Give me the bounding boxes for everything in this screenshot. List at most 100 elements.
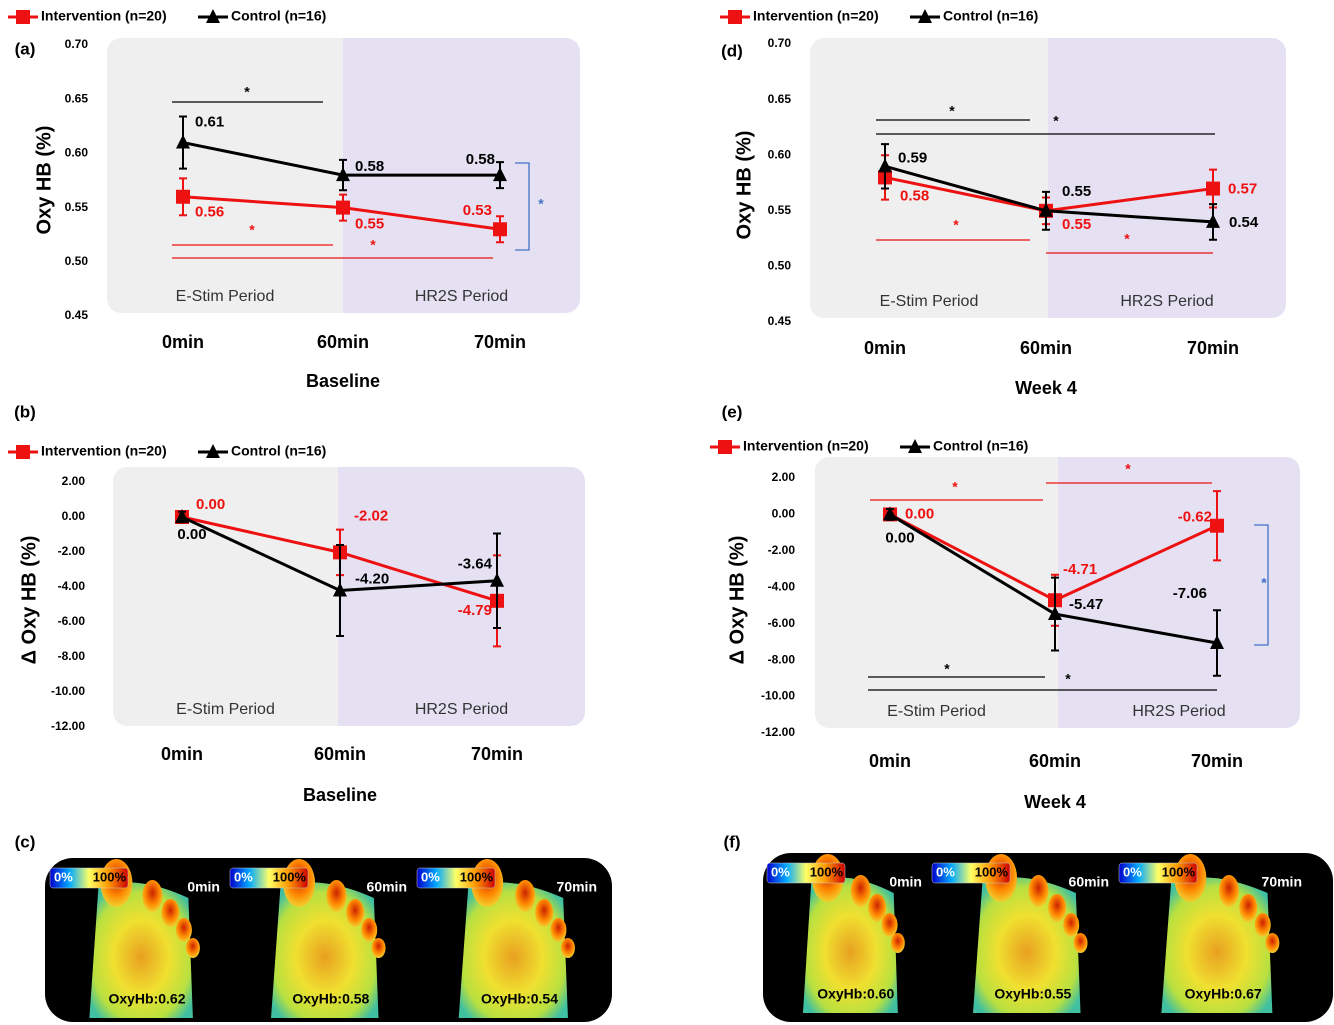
y-tick-label: -2.00 xyxy=(58,544,86,558)
x-tick-label: 60min xyxy=(1029,751,1081,771)
significance-star: * xyxy=(1124,231,1130,247)
y-tick-label: -12.00 xyxy=(51,719,85,733)
legend-marker xyxy=(718,440,732,454)
data-label: 0.59 xyxy=(898,149,927,166)
y-tick-label: 0.45 xyxy=(65,308,89,322)
legend-marker xyxy=(16,10,30,24)
legend-label: Control (n=16) xyxy=(231,8,326,24)
period-shade xyxy=(1048,38,1286,318)
y-tick-label: -10.00 xyxy=(761,689,795,703)
foot-toe xyxy=(161,899,179,927)
foot-toe xyxy=(1028,875,1048,907)
y-tick-label: 0.55 xyxy=(65,200,89,214)
data-label: 0.55 xyxy=(355,216,384,233)
scale-min: 0% xyxy=(234,869,253,884)
y-axis-title: Δ Oxy HB (%) xyxy=(726,536,748,665)
foot-toe xyxy=(372,938,386,958)
data-label: 0.58 xyxy=(900,187,929,204)
y-axis-title: Oxy HB (%) xyxy=(33,126,55,235)
scale-min: 0% xyxy=(936,864,955,879)
period-label: HR2S Period xyxy=(415,288,508,305)
x-tick-label: 60min xyxy=(1020,338,1072,358)
y-tick-label: 0.45 xyxy=(768,314,792,328)
x-tick-label: 0min xyxy=(864,338,906,358)
foot-toe xyxy=(882,913,898,937)
panel-label: (e) xyxy=(722,402,743,421)
legend-label: Intervention (n=20) xyxy=(41,443,167,459)
period-label: HR2S Period xyxy=(1132,703,1225,720)
data-label: 0.56 xyxy=(195,204,224,221)
data-label: 0.55 xyxy=(1062,183,1091,200)
panel-label: (c) xyxy=(15,832,36,851)
y-tick-label: 2.00 xyxy=(62,474,86,488)
y-tick-label: -6.00 xyxy=(58,614,86,628)
period-shade xyxy=(1048,38,1062,318)
data-label: 0.00 xyxy=(177,526,206,543)
period-label: HR2S Period xyxy=(415,701,508,718)
x-tick-label: 70min xyxy=(1187,338,1239,358)
foot-toe xyxy=(186,938,200,958)
y-tick-label: -4.00 xyxy=(768,579,796,593)
period-label: E-Stim Period xyxy=(176,701,275,718)
x-tick-label: 70min xyxy=(474,332,526,352)
foot-toe xyxy=(851,875,871,907)
foot-toe xyxy=(535,899,553,927)
period-label: HR2S Period xyxy=(1120,293,1213,310)
time-label: 0min xyxy=(889,874,922,890)
data-label: 0.00 xyxy=(196,496,225,513)
foot-toe xyxy=(550,918,566,942)
period-shade xyxy=(1034,38,1048,318)
foot-toe xyxy=(346,899,364,927)
data-label: 0.58 xyxy=(466,151,495,168)
x-tick-label: 0min xyxy=(161,744,203,764)
data-label: 0.58 xyxy=(355,158,384,175)
data-label: -4.71 xyxy=(1063,561,1097,578)
marker-square xyxy=(1210,519,1224,533)
x-axis-title: Week 4 xyxy=(1015,378,1077,398)
foot-toe xyxy=(1239,894,1257,922)
scale-min: 0% xyxy=(1123,864,1142,879)
significance-star: * xyxy=(944,661,950,677)
x-tick-label: 60min xyxy=(314,744,366,764)
foot-toe xyxy=(1063,913,1079,937)
data-label: -0.62 xyxy=(1178,509,1212,526)
significance-star: * xyxy=(953,217,959,233)
y-tick-label: 0.00 xyxy=(62,509,86,523)
y-tick-label: -12.00 xyxy=(761,725,795,739)
significance-star: * xyxy=(1053,113,1059,129)
scale-min: 0% xyxy=(54,869,73,884)
oxyhb-reading: OxyHb:0.62 xyxy=(108,991,185,1007)
oxyhb-reading: OxyHb:0.55 xyxy=(994,986,1071,1002)
oxyhb-reading: OxyHb:0.67 xyxy=(1185,986,1262,1002)
time-label: 60min xyxy=(1069,874,1109,890)
legend-label: Intervention (n=20) xyxy=(41,8,167,24)
foot-toe xyxy=(1048,894,1066,922)
data-label: -4.20 xyxy=(355,570,389,587)
y-tick-label: 0.00 xyxy=(772,507,796,521)
x-axis-title: Week 4 xyxy=(1024,792,1086,812)
significance-star: * xyxy=(249,222,255,238)
oxyhb-reading: OxyHb:0.54 xyxy=(481,991,558,1007)
scale-max: 100% xyxy=(810,864,844,879)
x-tick-label: 0min xyxy=(869,751,911,771)
panel-label: (f) xyxy=(724,832,741,851)
legend-label: Control (n=16) xyxy=(231,443,326,459)
significance-star: * xyxy=(370,237,376,253)
y-axis-title: Oxy HB (%) xyxy=(733,131,755,240)
y-tick-label: 0.50 xyxy=(65,254,89,268)
marker-square xyxy=(176,190,190,204)
figure: E-Stim PeriodHR2S Period(a)0.450.500.550… xyxy=(0,0,1334,1025)
foot-toe xyxy=(515,880,535,912)
scale-min: 0% xyxy=(771,864,790,879)
y-tick-label: 0.60 xyxy=(768,147,792,161)
legend-label: Intervention (n=20) xyxy=(743,438,869,454)
foot-toe xyxy=(142,880,162,912)
data-label: -7.06 xyxy=(1173,585,1207,602)
data-label: 0.53 xyxy=(463,202,492,219)
scale-max: 100% xyxy=(460,869,494,884)
panel-label: (b) xyxy=(14,402,36,421)
y-tick-label: 0.50 xyxy=(768,259,792,273)
foot-toe xyxy=(176,918,192,942)
period-label: E-Stim Period xyxy=(880,293,979,310)
period-shade xyxy=(113,467,338,726)
